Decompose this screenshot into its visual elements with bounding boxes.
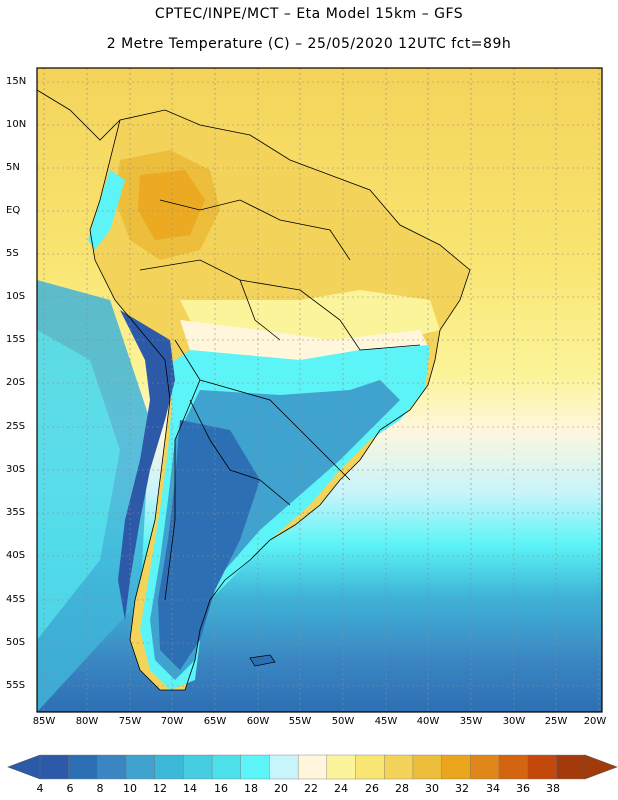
colorbar-label: 4 [36, 782, 44, 795]
colorbar-high-arrow [584, 754, 618, 780]
colorbar-segment [183, 754, 213, 780]
colorbar-label: 30 [425, 782, 439, 795]
colorbar-segment [384, 754, 414, 780]
lat-label: 5N [6, 162, 20, 173]
colorbar-segment [527, 754, 557, 780]
colorbar-label: 26 [365, 782, 379, 795]
colorbar-label: 22 [304, 782, 318, 795]
lon-label: 80W [75, 716, 99, 727]
map-title: CPTEC/INPE/MCT – Eta Model 15km – GFS [154, 6, 464, 22]
lon-label: 35W [459, 716, 483, 727]
lon-label: 30W [502, 716, 526, 727]
colorbar-label: 32 [455, 782, 469, 795]
lon-label: 75W [118, 716, 142, 727]
lon-label: 40W [416, 716, 440, 727]
colorbar-label: 6 [66, 782, 74, 795]
lat-label: 25S [6, 421, 26, 432]
lat-label: 40S [6, 550, 26, 561]
colorbar-segment [154, 754, 184, 780]
colorbar-segment [240, 754, 270, 780]
lon-label: 70W [160, 716, 184, 727]
colorbar-segment [355, 754, 385, 780]
colorbar-label: 14 [183, 782, 197, 795]
colorbar-label: 36 [516, 782, 530, 795]
graticule [37, 68, 602, 712]
colorbar-low-arrow [7, 754, 41, 780]
lat-label: 55S [6, 680, 26, 691]
map-subtitle: 2 Metre Temperature (C) – 25/05/2020 12U… [106, 36, 512, 52]
colorbar-label: 28 [395, 782, 409, 795]
falkland-islands [249, 654, 276, 667]
country-borders [37, 89, 471, 691]
colorbar-segment [125, 754, 156, 780]
lat-label: 10N [6, 119, 27, 130]
colorbar-segment [297, 754, 328, 780]
colorbar-label: 18 [244, 782, 258, 795]
lat-label: EQ [6, 205, 21, 216]
lon-label: 85W [32, 716, 56, 727]
colorbar-label: 8 [96, 782, 104, 795]
colorbar-label: 10 [123, 782, 137, 795]
lon-label: 60W [246, 716, 270, 727]
lat-label: 15S [6, 334, 26, 345]
temperature-field [37, 68, 602, 712]
lat-label: 50S [6, 637, 26, 648]
colorbar-label: 16 [214, 782, 228, 795]
colorbar-label: 38 [546, 782, 560, 795]
colorbar-segment [441, 754, 471, 780]
colorbar [7, 754, 618, 780]
lon-label: 25W [544, 716, 568, 727]
lon-label: 20W [583, 716, 607, 727]
colorbar-segment [498, 754, 529, 780]
colorbar-segment [68, 754, 98, 780]
colorbar-segment [326, 754, 357, 780]
lat-label: 5S [6, 248, 19, 259]
colorbar-segment [97, 754, 127, 780]
lat-label: 30S [6, 464, 26, 475]
colorbar-label: 34 [486, 782, 500, 795]
lat-label: 20S [6, 377, 26, 388]
lat-label: 35S [6, 507, 26, 518]
lon-label: 50W [331, 716, 355, 727]
lon-label: 55W [288, 716, 312, 727]
colorbar-label: 12 [153, 782, 167, 795]
lon-label: 45W [374, 716, 398, 727]
colorbar-segment [412, 754, 443, 780]
colorbar-segment [470, 754, 500, 780]
colorbar-segment [39, 754, 70, 780]
colorbar-segment [211, 754, 242, 780]
colorbar-segment [269, 754, 299, 780]
colorbar-segment [556, 754, 586, 780]
lon-label: 65W [203, 716, 227, 727]
lat-label: 45S [6, 594, 26, 605]
lat-label: 15N [6, 76, 27, 87]
colorbar-label: 20 [274, 782, 288, 795]
map-frame [36, 67, 603, 713]
lat-label: 10S [6, 291, 26, 302]
colorbar-label: 24 [334, 782, 348, 795]
